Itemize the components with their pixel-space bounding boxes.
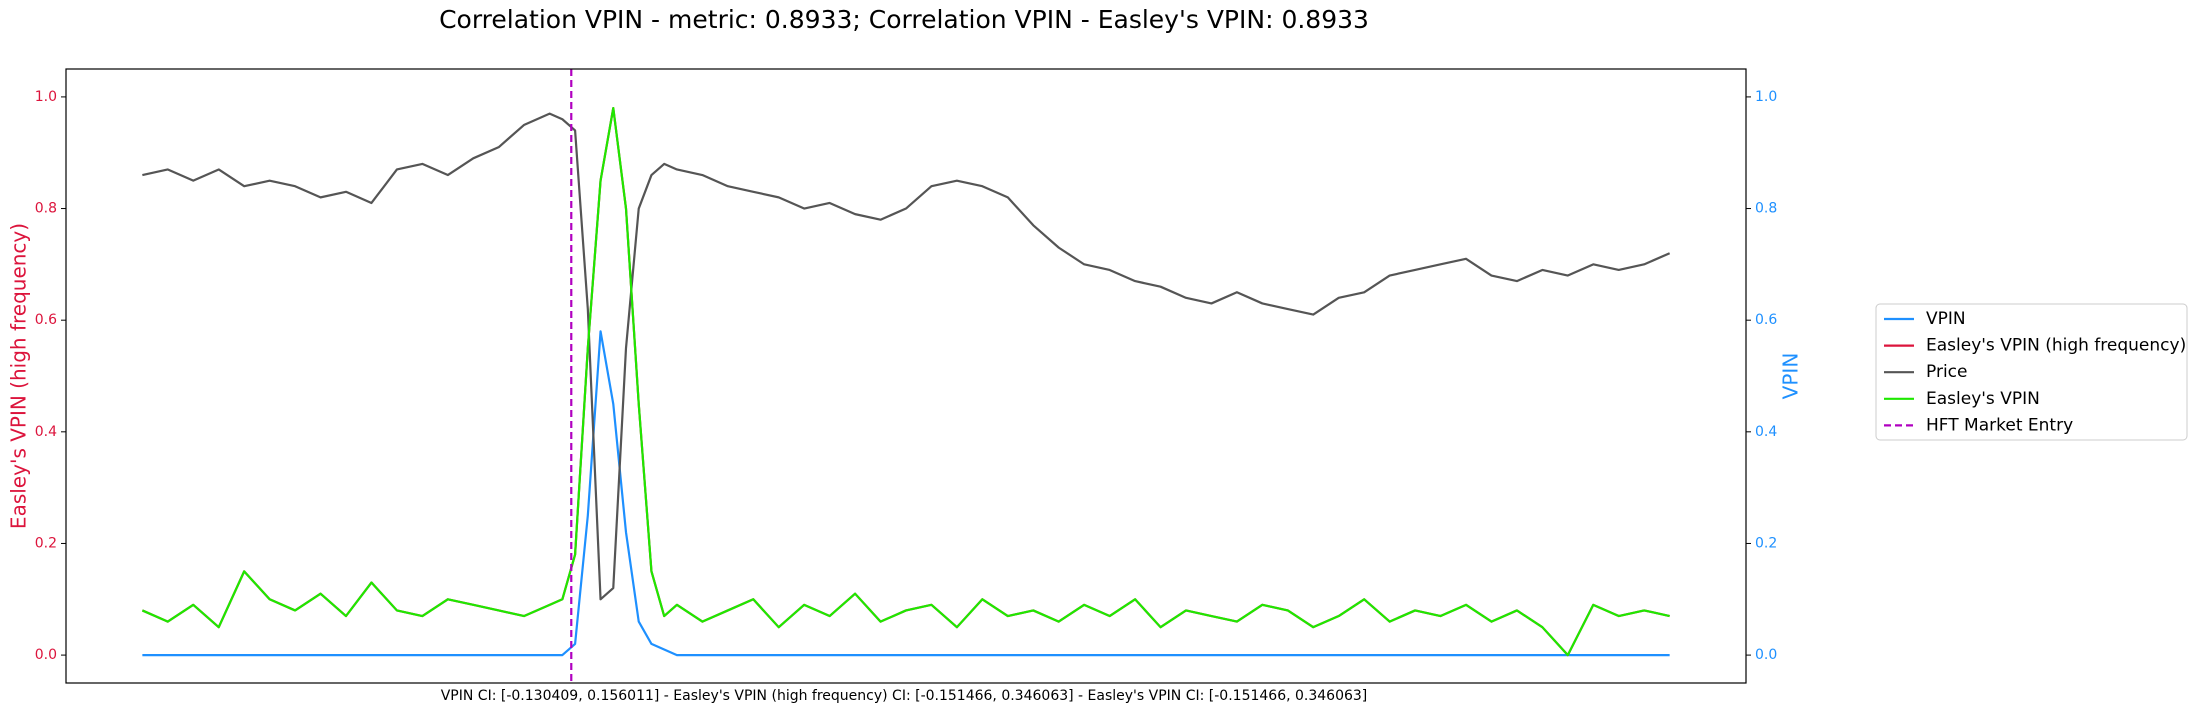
y-axis-label: Easley's VPIN (high frequency) <box>7 223 31 529</box>
y-tick-label: 0.8 <box>35 201 57 217</box>
series-line <box>142 330 1670 657</box>
legend-label: Easley's VPIN <box>1926 389 2040 409</box>
y-tick-label: 0.0 <box>35 647 57 663</box>
y2-tick-label: 0.8 <box>1755 201 1777 217</box>
y2-tick-label: 0.0 <box>1755 647 1777 663</box>
legend-label: Price <box>1926 362 1967 382</box>
y-tick-label: 0.4 <box>35 424 57 440</box>
y2-tick-label: 1.0 <box>1755 89 1777 105</box>
y-tick-label: 1.0 <box>35 89 57 105</box>
plot-frame <box>65 68 1747 684</box>
x-axis-label: VPIN CI: [-0.130409, 0.156011] - Easley'… <box>441 688 1368 704</box>
legend: VPIN Easley's VPIN (high frequency) Price E… <box>1875 303 2188 441</box>
chart-title: Correlation VPIN - metric: 0.8933; Corre… <box>439 5 1369 34</box>
legend-label: VPIN <box>1926 309 1966 329</box>
legend-label: Easley's VPIN (high frequency) <box>1926 336 2186 356</box>
series-line <box>141 106 1670 657</box>
series-line <box>142 112 1671 601</box>
y-tick-label: 0.6 <box>35 312 57 328</box>
y-tick-label: 0.2 <box>35 535 57 551</box>
y2-tick-label: 0.4 <box>1755 424 1777 440</box>
series-line <box>141 106 1670 657</box>
y2-tick-label: 0.2 <box>1755 535 1777 551</box>
y2-tick-label: 0.6 <box>1755 312 1777 328</box>
y2-axis-label: VPIN <box>1779 353 1803 400</box>
legend-box <box>1875 303 2188 441</box>
legend-label: HFT Market Entry <box>1926 415 2073 435</box>
